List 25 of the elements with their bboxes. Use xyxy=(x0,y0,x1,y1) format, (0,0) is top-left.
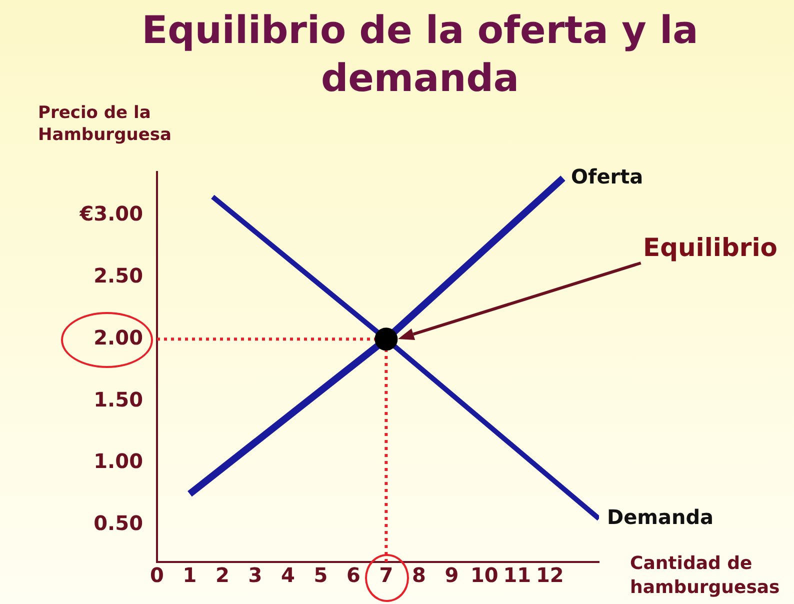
x-tick-label: 11 xyxy=(503,563,532,588)
chart-title: Equilibrio de la oferta y la demanda xyxy=(140,7,700,102)
x-tick-label: 4 xyxy=(281,563,295,588)
y-tick-label: 1.50 xyxy=(94,387,143,412)
y-tick-label: 2.50 xyxy=(94,263,143,288)
x-tick-label: 0 xyxy=(150,563,164,588)
x-tick-label: 8 xyxy=(412,563,426,588)
series-label: Demanda xyxy=(607,504,714,529)
y-tick-label: 2.00 xyxy=(94,325,143,350)
x-axis-title: Cantidad de hamburguesas xyxy=(630,552,781,600)
x-tick-label: 10 xyxy=(470,563,498,588)
x-tick-label: 2 xyxy=(216,563,230,588)
x-tick-label: 12 xyxy=(536,563,564,588)
y-axis-title: Precio de la Hamburguesa xyxy=(38,102,172,146)
text: Equilibrio xyxy=(643,233,778,262)
x-tick-label: 5 xyxy=(314,563,328,588)
y-tick-label: €3.00 xyxy=(78,202,143,226)
x-tick-label: 1 xyxy=(182,563,197,588)
x-tick-label: 7 xyxy=(379,563,394,588)
y-tick-label: 0.50 xyxy=(94,511,143,536)
x-tick-label: 9 xyxy=(444,563,459,588)
y-tick-label: 1.00 xyxy=(94,449,143,474)
x-tick-label: 6 xyxy=(346,563,360,588)
x-tick-label: 3 xyxy=(248,563,262,588)
series-label: Oferta xyxy=(570,164,644,188)
